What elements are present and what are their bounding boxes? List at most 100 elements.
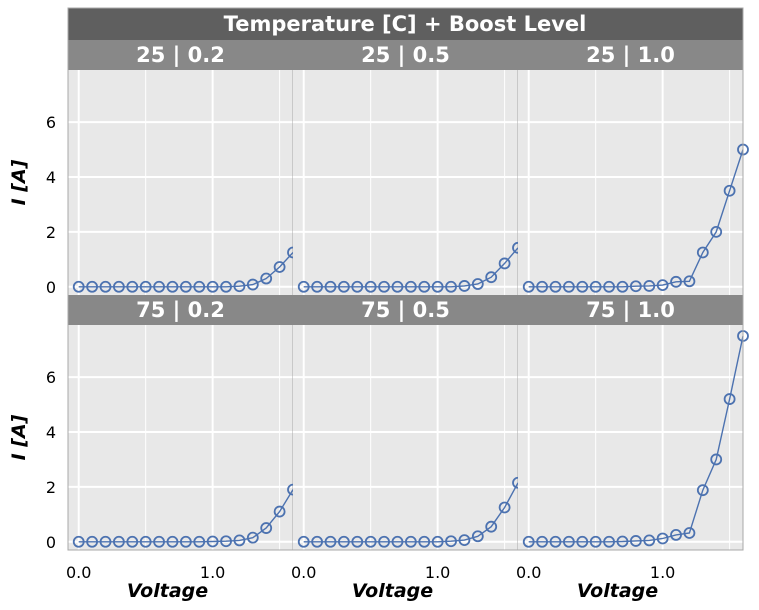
data-point (445, 535, 457, 548)
data-point (99, 280, 112, 293)
panel: 25 | 0.5 (293, 40, 524, 295)
data-point (498, 257, 511, 270)
data-point (643, 534, 656, 547)
data-point (696, 246, 709, 259)
data-point (549, 535, 562, 548)
data-point (536, 535, 549, 548)
y-axis-title: I [A] (8, 159, 30, 205)
y-axis-title: I [A] (8, 414, 30, 460)
data-point (391, 535, 404, 548)
data-point (485, 520, 498, 533)
x-tick-label: 0.0 (291, 563, 316, 582)
data-point (139, 280, 152, 293)
x-tick-label: 1.0 (200, 563, 225, 582)
data-point (273, 505, 286, 518)
panel: 25 | 0.2 0 2 4 6 I [A] (8, 40, 299, 297)
data-point (549, 280, 562, 293)
panel-strip (68, 295, 293, 325)
data-point (86, 535, 99, 548)
panels-grid: 25 | 0.2 0 2 4 6 I [A] 25 | 0.5 25 | 1.0 75 | 0.… (8, 7, 749, 602)
data-point (206, 280, 219, 293)
data-point (683, 275, 696, 288)
data-point (536, 280, 549, 293)
data-point (193, 280, 206, 293)
data-point (458, 280, 471, 292)
data-point (445, 280, 457, 293)
data-point (710, 453, 723, 466)
y-tick-label: 6 (46, 368, 56, 387)
data-point (418, 280, 431, 293)
data-point (391, 280, 404, 293)
panel-background (68, 325, 293, 550)
y-tick-label: 2 (46, 223, 56, 242)
data-point (670, 529, 682, 541)
data-point (562, 280, 575, 293)
data-point (404, 280, 417, 293)
data-point (337, 535, 350, 548)
data-point (233, 534, 246, 547)
data-point (562, 535, 575, 548)
data-point (471, 530, 484, 543)
data-point (220, 280, 232, 293)
data-point (710, 225, 723, 238)
panel-label: 25 | 0.2 (136, 43, 225, 68)
data-point (193, 535, 206, 548)
data-point (364, 535, 377, 548)
data-point (589, 280, 602, 293)
panel-strip (518, 40, 743, 70)
data-point (576, 280, 589, 293)
data-point (723, 393, 736, 405)
data-point (206, 535, 219, 548)
panel-label: 75 | 0.2 (136, 298, 225, 323)
data-point (522, 535, 535, 548)
data-point (431, 535, 444, 548)
data-point (112, 535, 125, 548)
data-point (166, 535, 179, 548)
data-point (220, 535, 232, 548)
y-tick-label: 0 (46, 278, 56, 297)
x-axis-title: Voltage (352, 580, 433, 602)
data-point (297, 535, 310, 548)
data-point (311, 535, 324, 548)
x-tick-label: 0.0 (516, 563, 541, 582)
panel-background (68, 70, 293, 295)
panel-label: 75 | 0.5 (361, 298, 450, 323)
y-tick-label: 2 (46, 478, 56, 497)
x-tick-label: 1.0 (425, 563, 450, 582)
data-point (246, 278, 259, 291)
data-point (629, 535, 642, 547)
data-point (404, 535, 417, 548)
panel-strip (293, 40, 518, 70)
figure-frame (67, 7, 744, 551)
panel-strip (68, 40, 293, 70)
y-tick-label: 0 (46, 533, 56, 552)
panel-background (518, 70, 743, 295)
data-point (179, 280, 192, 293)
data-point (458, 534, 471, 547)
data-point (324, 535, 337, 548)
data-point (337, 280, 350, 293)
data-point (311, 280, 324, 293)
data-point (72, 280, 85, 293)
data-point (233, 280, 246, 293)
data-point (260, 522, 273, 534)
data-point (643, 280, 656, 292)
panel-label: 25 | 1.0 (586, 43, 675, 68)
data-point (86, 280, 99, 293)
data-point (126, 535, 139, 548)
data-point (324, 280, 337, 293)
data-point (378, 280, 390, 293)
data-point (431, 280, 444, 293)
data-point (351, 280, 364, 293)
data-point (351, 535, 364, 548)
figure-title-strip (68, 8, 743, 40)
panel-strip (293, 295, 518, 325)
data-point (616, 535, 629, 548)
data-point (656, 532, 669, 545)
figure-title: Temperature [C] + Boost Level (224, 12, 587, 36)
data-point (471, 278, 484, 290)
data-point (603, 280, 615, 293)
